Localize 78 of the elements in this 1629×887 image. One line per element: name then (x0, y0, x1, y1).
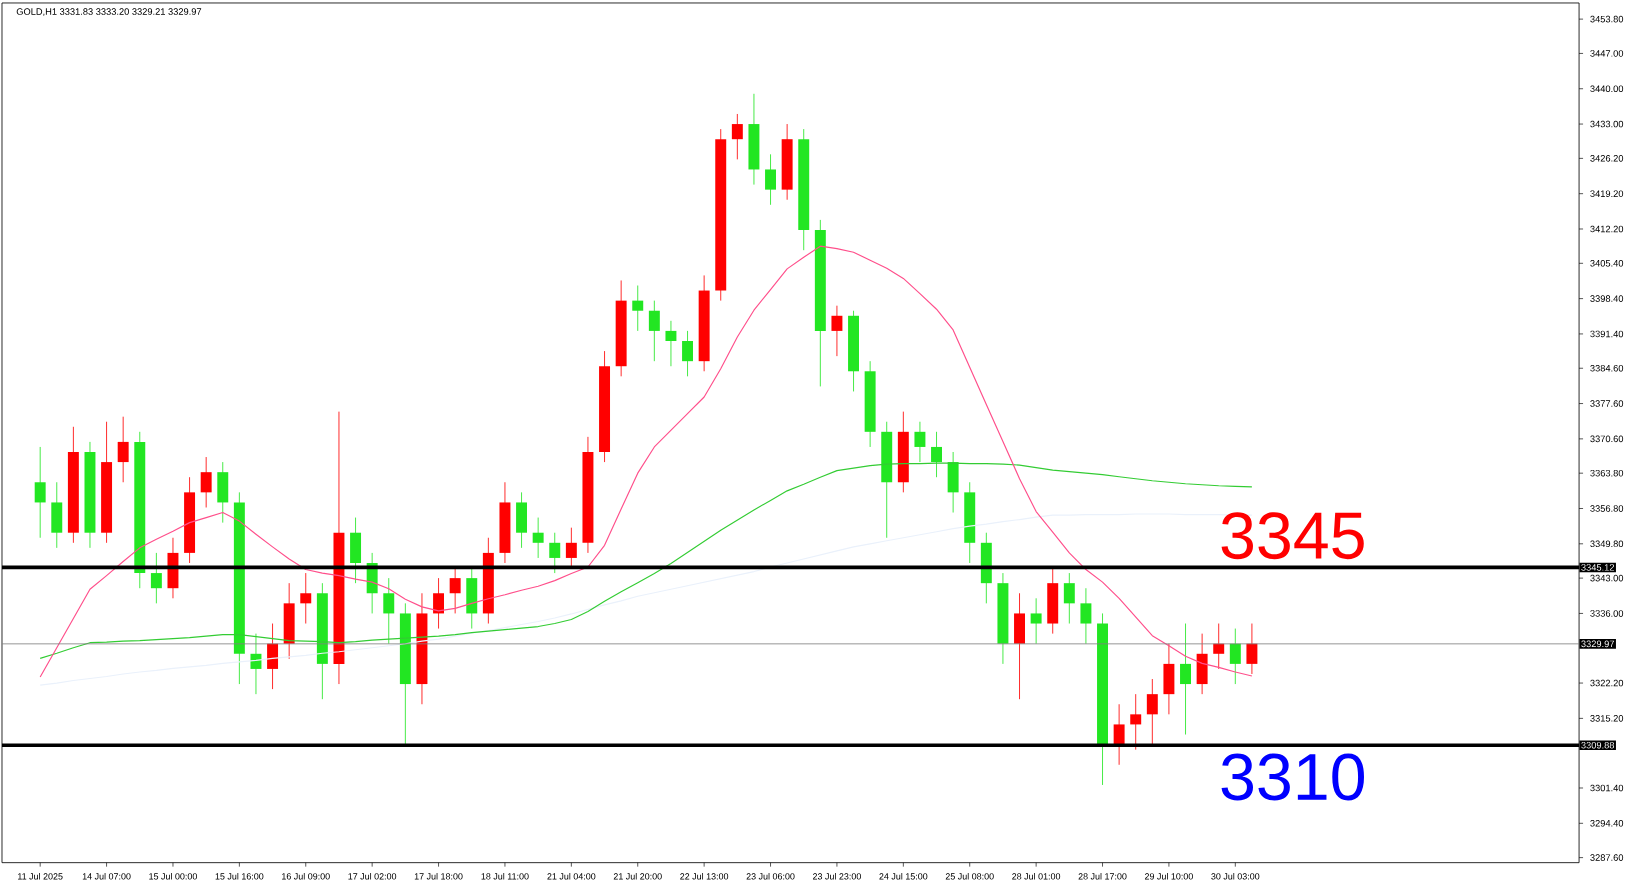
x-tick-label: 21 Jul 04:00 (547, 872, 596, 880)
x-tick-label: 18 Jul 11:00 (481, 872, 529, 880)
x-tick-label: 29 Jul 10:00 (1144, 872, 1193, 880)
candlestick (34, 446, 46, 539)
x-tick-label: 17 Jul 02:00 (348, 872, 397, 880)
x-tick-label: 17 Jul 18:00 (414, 872, 463, 880)
annotation: 3345 (1221, 512, 1364, 560)
x-tick-label: 23 Jul 06:00 (746, 872, 795, 880)
candlestick (931, 431, 943, 478)
y-tick-label: 3384.60 (1590, 364, 1624, 372)
x-tick-label: 21 Jul 20:00 (613, 872, 662, 880)
y-tick-label: 3412.20 (1590, 225, 1624, 233)
y-tick-label: 3419.20 (1590, 190, 1624, 197)
candlestick (648, 300, 660, 362)
y-tick-label: 3398.40 (1590, 295, 1624, 302)
y-tick-label: 3336.00 (1590, 610, 1624, 617)
x-tick-label: 25 Jul 08:00 (945, 872, 994, 880)
candlestick (632, 285, 644, 332)
candlestick (1113, 703, 1125, 766)
x-tick-label: 23 Jul 23:00 (812, 872, 861, 880)
y-tick-label: 3322.20 (1590, 679, 1624, 687)
y-tick-label: 3433.00 (1590, 120, 1624, 128)
candlestick (731, 113, 743, 160)
y-tick-label: 3294.40 (1590, 820, 1624, 827)
y-tick-label: 3363.80 (1590, 469, 1624, 477)
candlestick (200, 456, 212, 508)
candlestick (300, 572, 312, 624)
x-tick-label: 28 Jul 17:00 (1078, 872, 1127, 880)
candlestick (1080, 587, 1092, 645)
x-tick-label: 16 Jul 09:00 (282, 872, 330, 880)
candlestick (449, 567, 461, 614)
y-tick-label: 3349.80 (1590, 540, 1624, 548)
chart-title: GOLD,H1 3331.83 3333.20 3329.21 3329.97 (16, 8, 202, 16)
y-tick-label: 3301.40 (1590, 784, 1624, 792)
y-tick-label: 3315.20 (1590, 715, 1624, 722)
candlestick (914, 421, 926, 463)
candlestick (1180, 623, 1191, 735)
y-tick-label: 3453.80 (1590, 15, 1624, 23)
candlestick (1030, 597, 1042, 645)
candlestick (1130, 693, 1142, 751)
candlestick (117, 416, 129, 483)
candlestick (1229, 628, 1241, 685)
candlestick (150, 552, 162, 604)
annotation: 3310 (1221, 753, 1364, 801)
candlestick (765, 153, 777, 206)
candlestick (433, 577, 445, 629)
x-tick-label: 11 Jul 2025 (18, 872, 63, 880)
y-tick-label: 3391.40 (1590, 330, 1624, 338)
x-tick-label: 15 Jul 00:00 (149, 872, 197, 880)
y-tick-label: 3377.60 (1590, 400, 1624, 407)
y-tick-label: 3440.00 (1590, 85, 1624, 93)
x-tick-label: 30 Jul 03:00 (1211, 872, 1260, 880)
ref-line-label: 3345.12 (1581, 564, 1615, 571)
y-tick-label: 3287.60 (1590, 854, 1624, 861)
y-tick-label: 3426.20 (1590, 155, 1624, 162)
candlestick (1146, 678, 1158, 746)
x-tick-label: 28 Jul 01:00 (1012, 872, 1061, 880)
candlestick (383, 577, 395, 645)
y-tick-label: 3405.40 (1590, 260, 1624, 267)
candlestick (532, 517, 544, 559)
y-tick-label: 3447.00 (1590, 50, 1624, 57)
x-tick-label: 22 Jul 13:00 (680, 872, 729, 880)
candlestick (831, 305, 843, 357)
candlestick (1063, 572, 1075, 624)
ref-line-label: 3309.88 (1581, 741, 1615, 749)
candlestick (665, 320, 677, 367)
candlestick (250, 633, 262, 695)
ref-line-label: 3329.97 (1581, 640, 1615, 648)
candlestick (1246, 623, 1258, 675)
y-tick-label: 3356.80 (1590, 505, 1624, 512)
x-tick-label: 14 Jul 07:00 (82, 872, 131, 880)
y-tick-label: 3370.60 (1590, 435, 1624, 443)
candlestick (549, 532, 561, 574)
y-tick-label: 3343.00 (1590, 574, 1624, 582)
candlestick (565, 527, 577, 569)
x-tick-label: 24 Jul 15:00 (879, 872, 928, 880)
x-tick-label: 15 Jul 16:00 (215, 872, 264, 880)
candlestick (682, 330, 694, 377)
